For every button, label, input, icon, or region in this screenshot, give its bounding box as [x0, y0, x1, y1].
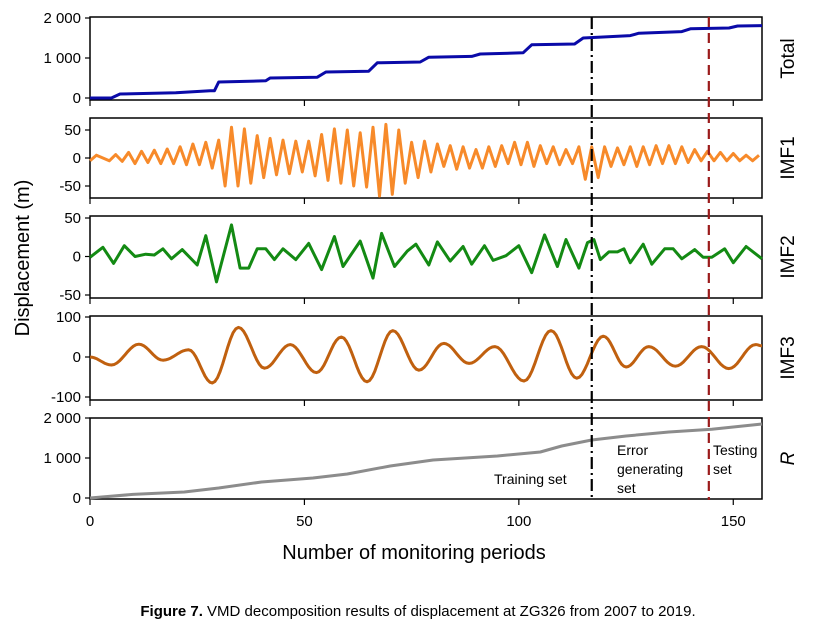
y-tick-label: 1 000	[43, 450, 81, 467]
x-tick-label: 50	[296, 513, 313, 530]
panel-label: IMF2	[778, 235, 799, 278]
y-tick-label: 50	[64, 122, 81, 139]
panel-label: IMF3	[778, 336, 799, 379]
caption-label: Figure 7.	[140, 603, 203, 620]
y-tick-label: 0	[73, 150, 81, 167]
panel-imf2: 50 0 -50 IMF2	[59, 210, 799, 304]
y-tick-label: 0	[73, 349, 81, 366]
series-line-r	[89, 422, 763, 500]
annotation-error-line: set	[617, 480, 636, 496]
y-tick-label: 0	[73, 490, 81, 507]
y-tick-label: 2 000	[43, 410, 81, 427]
panel-label: IMF1	[778, 136, 799, 179]
panel-label: Total	[778, 38, 799, 78]
annotation-testing-line: set	[713, 461, 732, 477]
panel-frame	[89, 417, 763, 500]
y-axis-title: Displacement (m)	[12, 180, 34, 337]
annotation-error-line: Error	[617, 442, 648, 458]
annotation-error-generating-set: Error generating set	[617, 442, 687, 496]
panel-frame	[89, 315, 763, 401]
y-tick-label: -50	[59, 287, 81, 304]
x-tick-label: 0	[86, 513, 94, 530]
panel-imf1: 50 0 -50 IMF1	[59, 117, 799, 204]
x-tick-label: 100	[506, 513, 531, 530]
panel-label: R	[778, 451, 799, 465]
series-line-imf3	[89, 325, 763, 385]
series-line-imf2	[89, 223, 763, 284]
y-tick-label: -100	[51, 389, 81, 406]
series-line-total	[90, 24, 763, 100]
panel-imf3: 100 0 -100 IMF3	[51, 309, 799, 406]
caption-text: VMD decomposition results of displacemen…	[203, 603, 696, 620]
x-tick-label: 150	[721, 513, 746, 530]
panel-total: 2 000 1 000 0 Total	[43, 10, 799, 107]
y-tick-label: 1 000	[43, 50, 81, 67]
annotation-testing-set: Testing set	[713, 442, 761, 477]
figure-caption: Figure 7. VMD decomposition results of d…	[140, 603, 695, 620]
y-tick-label: 0	[73, 90, 81, 107]
annotation-error-line: generating	[617, 461, 683, 477]
y-tick-label: 0	[73, 249, 81, 266]
y-tick-label: 50	[64, 210, 81, 227]
y-tick-label: 100	[56, 309, 81, 326]
panel-r: 2 000 1 000 0 R	[43, 410, 799, 507]
series-line-imf1	[89, 122, 760, 198]
annotation-training-set: Training set	[494, 471, 567, 487]
y-tick-label: -50	[59, 178, 81, 195]
annotation-testing-line: Testing	[713, 442, 757, 458]
y-tick-label: 2 000	[43, 10, 81, 27]
x-axis-title: Number of monitoring periods	[282, 542, 545, 564]
